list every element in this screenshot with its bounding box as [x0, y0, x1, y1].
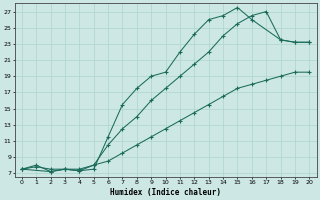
X-axis label: Humidex (Indice chaleur): Humidex (Indice chaleur): [110, 188, 221, 197]
